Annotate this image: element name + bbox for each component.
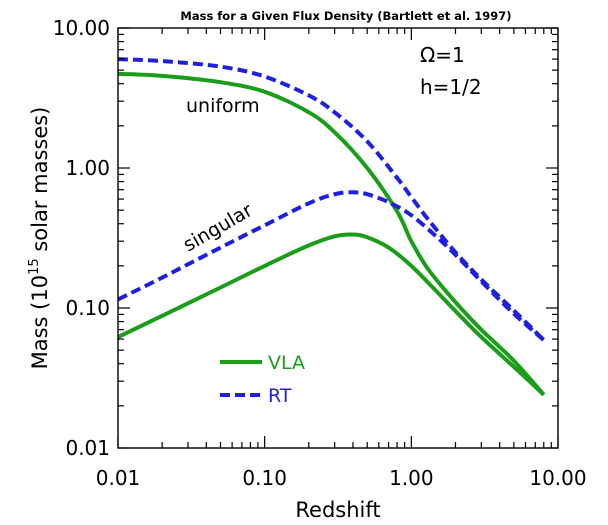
omega-param-label: Ω=1	[420, 43, 465, 67]
legend-vla-label: VLA	[268, 352, 305, 374]
series-layer	[118, 57, 546, 397]
y-tick-label: 0.01	[65, 436, 110, 460]
series-line-rt-1	[118, 57, 546, 342]
plot-frame	[117, 27, 559, 449]
ticks-layer: 0.01 0.10 1.00 10.00 0.01 0.10 1.00 10.00	[53, 16, 587, 490]
series-line-vla-2	[118, 232, 546, 397]
y-tick-label: 1.00	[65, 156, 110, 180]
y-tick-label: 0.10	[65, 296, 110, 320]
y-axis-label-suffix: solar masses)	[28, 107, 52, 259]
uniform-annotation: uniform	[186, 95, 260, 117]
x-tick-label: 1.00	[389, 466, 434, 490]
series-line-vla-0	[118, 71, 546, 397]
legend-rt-label: RT	[268, 385, 292, 407]
chart-title: Mass for a Given Flux Density (Bartlett …	[180, 9, 511, 23]
y-axis-label-exponent: 15	[27, 258, 42, 275]
y-tick-label: 10.00	[53, 16, 110, 40]
x-tick-label: 0.01	[96, 466, 141, 490]
y-axis-label-prefix: Mass (10	[28, 275, 52, 369]
x-axis-label: Redshift	[295, 498, 380, 522]
legend: VLA RT	[220, 352, 305, 407]
x-tick-label: 10.00	[529, 466, 586, 490]
x-tick-label: 0.10	[242, 466, 287, 490]
h-param-label: h=1/2	[420, 75, 482, 99]
series-line-rt-3	[118, 190, 546, 342]
y-axis-label: Mass (1015 solar masses)	[27, 107, 52, 370]
